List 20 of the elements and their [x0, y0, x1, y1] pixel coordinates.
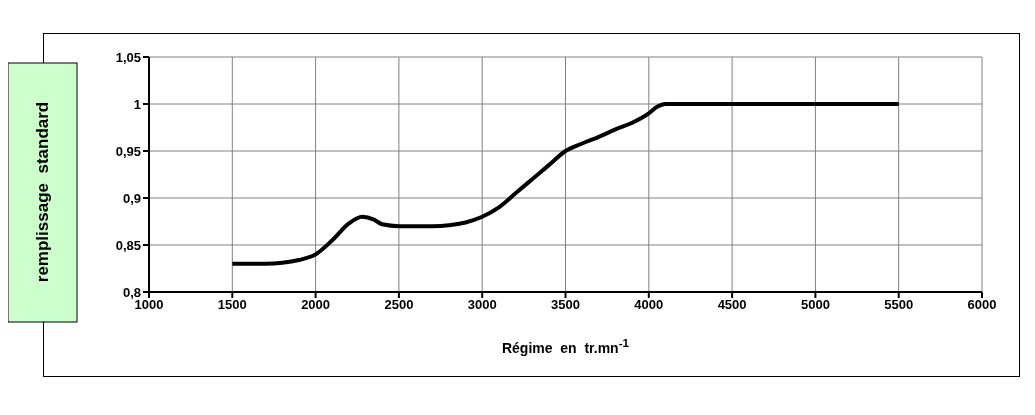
x-tick-label: 5000: [800, 297, 830, 313]
x-tick-label: 1000: [134, 297, 164, 313]
x-tick-label: 4500: [717, 297, 747, 313]
x-tick-label: 4000: [634, 297, 664, 313]
x-tick-label: 1500: [217, 297, 247, 313]
x-tick-label: 6000: [967, 297, 997, 313]
x-tick-label: 3500: [551, 297, 580, 313]
y-tick-label: 0,95: [115, 143, 141, 159]
y-tick-label: 0,8: [122, 284, 141, 300]
y-tick-label: 0,85: [115, 237, 141, 253]
x-tick-label: 2500: [384, 297, 414, 313]
x-axis-title: Régime en tr.mn$^{-1}$: [500, 336, 631, 356]
y-axis-title: remplissage standard: [33, 101, 52, 283]
line-series: [230, 102, 901, 266]
x-tick-label: 5500: [884, 297, 914, 313]
x-tick-label: 3000: [467, 297, 497, 313]
y-tick-label: 0,9: [122, 190, 141, 206]
y-tick-label: 1,05: [115, 49, 141, 65]
x-tick-label: 2000: [301, 297, 331, 313]
y-tick-label: 1: [133, 96, 141, 112]
